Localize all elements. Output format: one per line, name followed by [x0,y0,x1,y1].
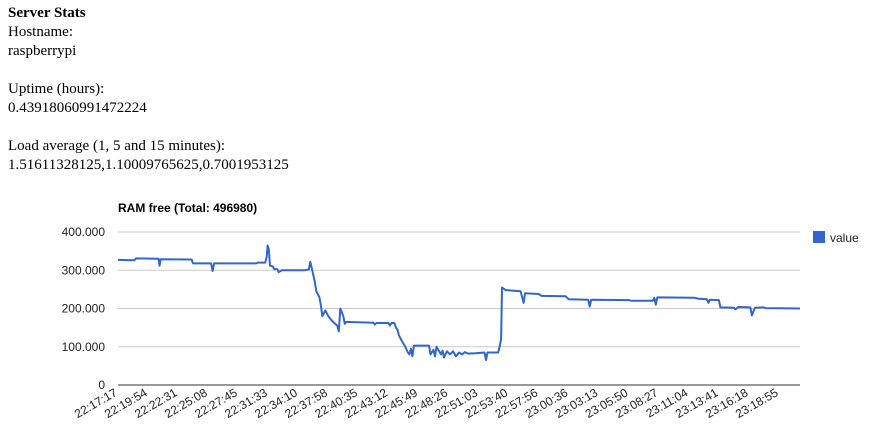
hostname-value: raspberrypi [8,43,77,59]
y-tick-label: 200.000 [62,302,106,316]
uptime-value: 0.43918060991472224 [8,100,147,116]
series-line-value [117,244,801,362]
y-axis: 0 100.000 200.000 300.000 400.000 [62,225,106,392]
load-average-label: Load average (1, 5 and 15 minutes): [8,138,226,154]
y-tick-label: 300.000 [62,263,106,277]
load-average-value: 1.51611328125,1.10009765625,0.7001953125 [8,157,289,173]
grid-lines [118,231,800,386]
y-tick-label: 400.000 [62,225,106,239]
chart-title: RAM free (Total: 496980) [118,201,257,215]
y-tick-label: 0 [98,378,105,392]
legend-swatch [813,231,825,243]
server-stats: Server Stats Hostname: raspberrypi Uptim… [8,4,289,175]
series-lines [117,244,801,362]
ram-free-chart: RAM free (Total: 496980) 0 100.000 200.000… [62,201,859,421]
x-axis: 22:17:1722:19:5422:22:3122:25:0822:27:45… [72,385,781,421]
legend[interactable]: value [813,231,859,245]
hostname-label: Hostname: [8,24,73,40]
page-heading: Server Stats [8,5,86,21]
uptime-label: Uptime (hours): [8,81,105,97]
legend-label: value [830,231,859,245]
y-tick-label: 100.000 [62,340,106,354]
